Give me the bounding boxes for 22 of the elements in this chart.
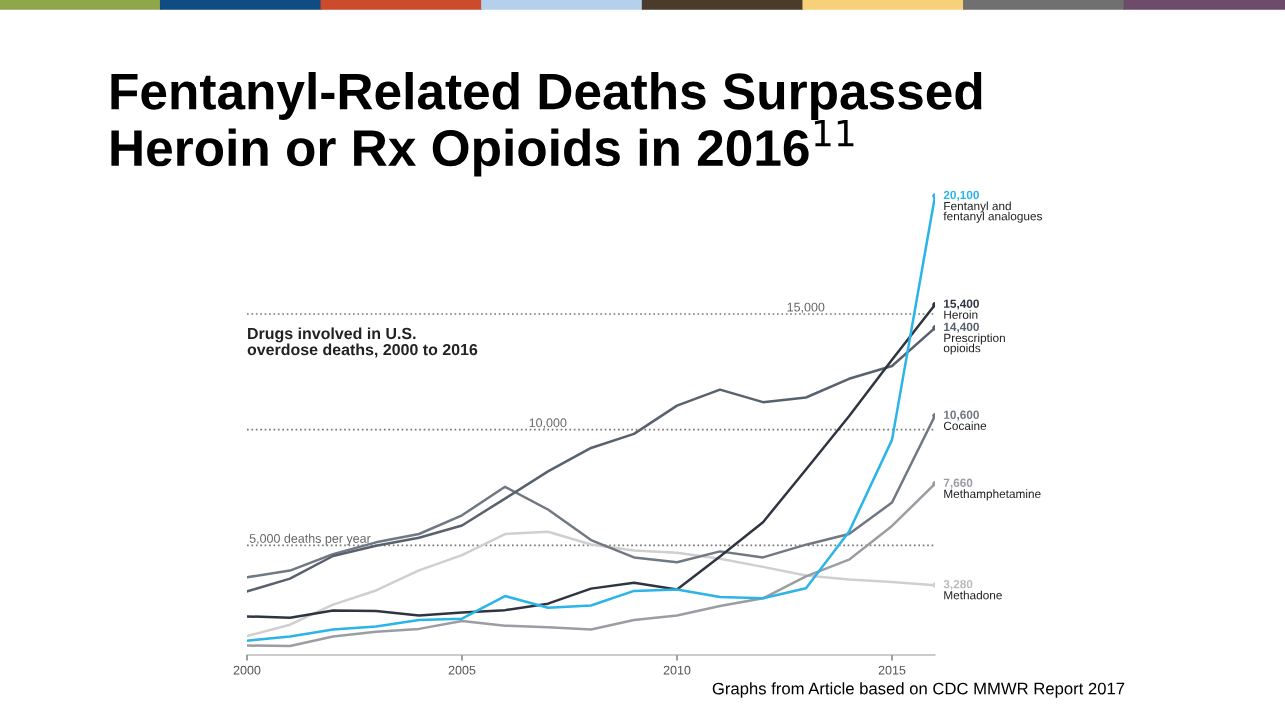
ref-line-label: 5,000 deaths per year [249, 533, 371, 546]
ref-line-label: 10,000 [529, 418, 567, 429]
data-label: 3,280 [943, 579, 973, 591]
ref-line-label: 15,000 [787, 302, 825, 313]
series-label: Prescription opioids [943, 333, 1005, 355]
series-label: Methadone [944, 590, 1002, 600]
series-label: Methamphetamine [944, 489, 1041, 501]
data-label: 15,400 [944, 299, 979, 310]
data-label: 10,600 [944, 410, 979, 421]
series-label: Cocaine [943, 421, 987, 431]
series-label: Heroin [944, 310, 978, 319]
chart-title: Fentanyl-Related Deaths Surpassed Heroin or Rx Opioids in 2016$^{11}$ [111, 72, 982, 177]
text: Graphs from Article based on CDC MMWR Report 2017 [712, 682, 1125, 698]
x-tick-label: 2015 [878, 665, 906, 675]
data-label: 14,400 [944, 322, 979, 333]
data-label: 20,100 [943, 190, 979, 201]
x-tick-label: 2010 [663, 665, 691, 675]
text: Drugs involved in U.S. overdose deaths, 2000 to 2016 [247, 327, 478, 358]
series-label: Fentanyl and fentanyl analogues [943, 201, 1043, 223]
x-tick-label: 2000 [233, 665, 261, 675]
x-tick-label: 2005 [448, 665, 476, 675]
data-label: 7,660 [943, 478, 973, 489]
